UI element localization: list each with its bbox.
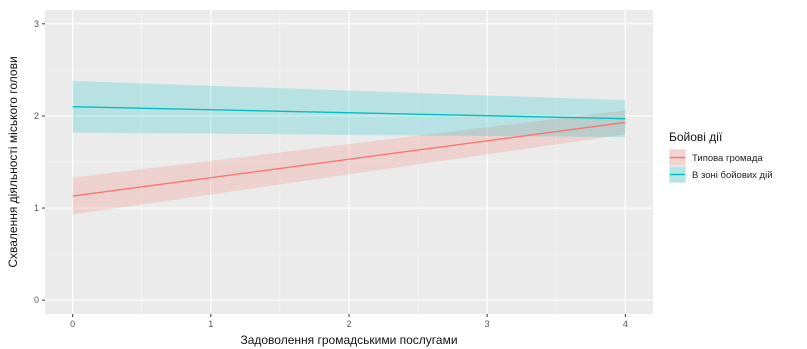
grid-major [45, 10, 653, 314]
legend-label: В зоні бойових дій [692, 170, 773, 181]
ribbon-series-1 [72, 110, 626, 215]
x-tick-label: 3 [485, 319, 490, 329]
legend-label: Типова громада [692, 153, 763, 164]
y-tick-label: 3 [34, 19, 39, 29]
y-tick-label: 2 [34, 111, 39, 121]
x-tick-label: 4 [623, 319, 628, 329]
legend-title: Бойові дії [669, 130, 723, 144]
legend-items: Типова громада В зоні бойових дій [669, 149, 773, 183]
series-lines [72, 106, 626, 197]
x-tick-label: 0 [70, 319, 75, 329]
x-tick-label: 2 [346, 319, 351, 329]
confidence-ribbons [72, 80, 626, 215]
line-series-1 [72, 121, 626, 197]
x-axis-title: Задоволення громадськими послугами [240, 333, 457, 347]
x-tick-label: 1 [208, 319, 213, 329]
legend: Бойові дії Типова громада В зоні бойових … [669, 130, 773, 183]
y-tick-label: 1 [34, 203, 39, 213]
ribbon-series-2 [72, 80, 626, 138]
y-axis-title: Схвалення діяльності міського голови [6, 56, 20, 267]
x-axis-ticks: 0 1 2 3 4 [70, 314, 628, 329]
y-axis-ticks: 0 1 2 3 [34, 19, 45, 305]
y-tick-label: 0 [34, 295, 39, 305]
line-series-2 [72, 106, 626, 120]
